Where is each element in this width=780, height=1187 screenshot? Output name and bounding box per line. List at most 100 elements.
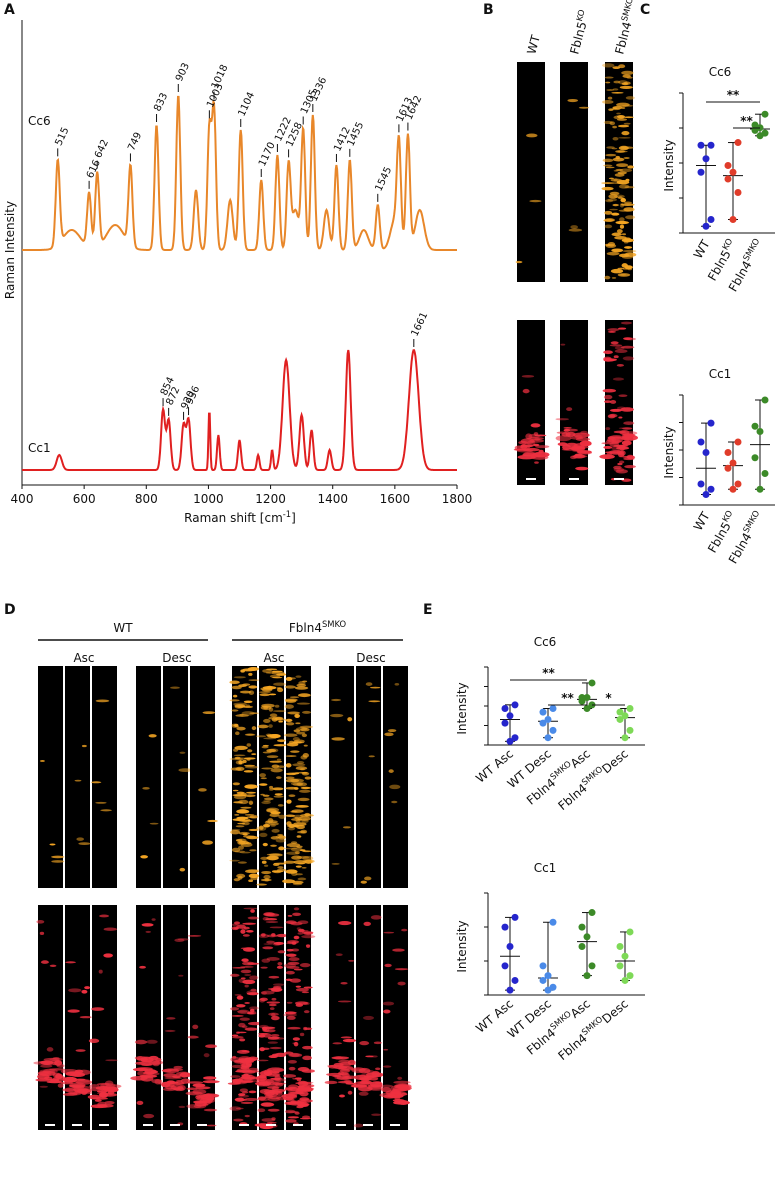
signal bbox=[235, 1069, 251, 1073]
signal bbox=[332, 1042, 343, 1045]
signal bbox=[299, 725, 314, 729]
signal bbox=[555, 418, 569, 421]
signal bbox=[240, 969, 252, 974]
dot bbox=[734, 480, 742, 488]
x-tick-label: 1400 bbox=[317, 492, 348, 506]
signal bbox=[620, 321, 633, 325]
signal bbox=[293, 907, 300, 911]
signal bbox=[106, 1086, 119, 1093]
signal bbox=[605, 81, 611, 84]
signal bbox=[570, 436, 584, 440]
signal bbox=[35, 1078, 52, 1082]
signal bbox=[234, 1060, 250, 1064]
signal bbox=[178, 1105, 186, 1109]
signal bbox=[607, 242, 616, 247]
signal bbox=[100, 809, 112, 812]
signal bbox=[617, 114, 625, 119]
signal bbox=[136, 1100, 144, 1105]
signal bbox=[68, 1092, 85, 1095]
signal bbox=[621, 263, 628, 268]
signal bbox=[256, 883, 267, 886]
dot bbox=[588, 679, 596, 687]
signal bbox=[618, 136, 631, 139]
signal bbox=[266, 934, 279, 938]
signal bbox=[599, 454, 615, 460]
signal bbox=[263, 718, 271, 723]
signal bbox=[295, 985, 302, 988]
signal bbox=[270, 1033, 280, 1037]
signal bbox=[529, 439, 544, 443]
dot bbox=[724, 175, 732, 183]
scale-bar bbox=[526, 478, 536, 480]
signal bbox=[613, 178, 618, 182]
signal bbox=[246, 791, 257, 794]
signal bbox=[261, 870, 272, 875]
signal bbox=[270, 824, 276, 827]
signal bbox=[286, 948, 294, 952]
dot bbox=[501, 923, 509, 931]
signal bbox=[287, 826, 296, 831]
label-part: Fbln4 bbox=[289, 621, 322, 635]
signal bbox=[342, 826, 351, 829]
signal bbox=[297, 928, 305, 933]
signal bbox=[278, 814, 286, 819]
signal bbox=[288, 823, 295, 828]
signal bbox=[285, 778, 300, 783]
label-part: KO bbox=[574, 8, 587, 22]
dot bbox=[501, 705, 509, 712]
signal bbox=[295, 1081, 312, 1085]
signal bbox=[370, 915, 382, 920]
signal bbox=[603, 120, 613, 125]
dot bbox=[751, 422, 759, 430]
dot bbox=[734, 139, 742, 147]
signal bbox=[263, 797, 274, 801]
significance: ** bbox=[561, 691, 574, 705]
signal bbox=[626, 76, 633, 79]
signal bbox=[187, 1035, 199, 1039]
signal bbox=[298, 693, 311, 698]
signal bbox=[179, 751, 186, 754]
signal bbox=[267, 818, 274, 823]
dot bbox=[621, 734, 629, 742]
signal bbox=[295, 805, 309, 808]
signal bbox=[229, 973, 240, 977]
signal bbox=[285, 1119, 297, 1123]
signal bbox=[267, 1041, 278, 1044]
signal bbox=[333, 1056, 344, 1060]
signal bbox=[74, 779, 82, 782]
signal bbox=[235, 760, 245, 765]
image-strip bbox=[38, 666, 63, 888]
dot bbox=[616, 962, 624, 970]
signal bbox=[187, 935, 202, 937]
signal bbox=[623, 421, 635, 425]
signal bbox=[619, 217, 625, 222]
signal bbox=[293, 1041, 299, 1047]
signal bbox=[233, 801, 244, 804]
signal bbox=[161, 1082, 171, 1088]
signal bbox=[235, 1107, 244, 1110]
signal bbox=[621, 440, 632, 446]
signal bbox=[178, 974, 184, 977]
signal bbox=[246, 816, 258, 819]
signal bbox=[81, 989, 88, 994]
signal bbox=[618, 184, 630, 189]
signal bbox=[563, 426, 572, 429]
signal bbox=[612, 125, 617, 129]
signal bbox=[608, 177, 614, 180]
signal bbox=[238, 1093, 246, 1097]
signal bbox=[272, 787, 284, 791]
dot bbox=[702, 155, 710, 163]
signal bbox=[303, 986, 313, 989]
signal bbox=[238, 840, 249, 845]
signal bbox=[243, 700, 253, 704]
x-tick-label: 400 bbox=[11, 492, 34, 506]
signal bbox=[268, 975, 280, 979]
significance: ** bbox=[542, 666, 555, 680]
scale-bar bbox=[45, 1124, 55, 1126]
signal bbox=[619, 203, 625, 208]
signal bbox=[238, 845, 244, 850]
signal bbox=[392, 948, 405, 952]
signal bbox=[348, 959, 355, 962]
signal bbox=[230, 1007, 240, 1011]
signal bbox=[277, 804, 284, 807]
